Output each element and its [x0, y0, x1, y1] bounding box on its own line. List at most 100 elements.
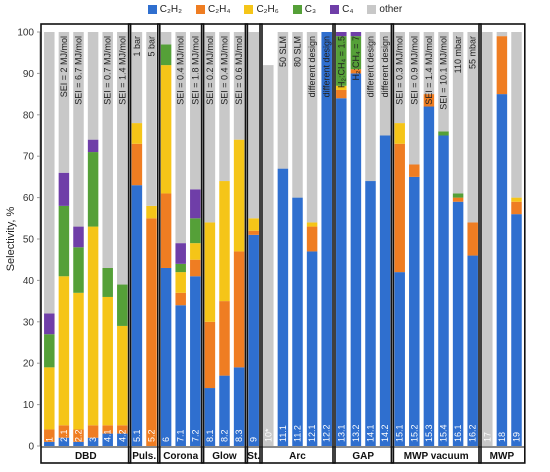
- bar-segment: [175, 263, 186, 273]
- legend-item: C₂H₆: [244, 4, 279, 15]
- bar-segment: [292, 32, 303, 198]
- bar-annotation: SEI = 0.9 MJ/mol: [409, 36, 419, 105]
- bar-segment: [511, 201, 522, 215]
- bar-annotation: SEI = 1.8 MJ/mol: [190, 36, 200, 105]
- bar-annotation: 110 mbar: [453, 36, 463, 73]
- bar-segment: [160, 44, 172, 66]
- bar-segment: [87, 32, 99, 140]
- bar-segment: [58, 32, 70, 173]
- bar-label: 15.2: [409, 424, 419, 442]
- bar-segment: [394, 143, 405, 273]
- bar-annotation: SEI = 0.6 MJ/mol: [234, 36, 244, 105]
- bar-segment: [175, 243, 186, 264]
- group-label: Arc: [289, 451, 306, 462]
- bar-segment: [248, 230, 259, 235]
- chart-legend: C₂H₂ C₂H₄ C₂H₆ C₃ C₄ other: [0, 4, 550, 15]
- bar-segment: [131, 123, 143, 144]
- y-tick-label: 100: [17, 28, 34, 39]
- group-box: [478, 23, 526, 464]
- bar-segment: [160, 65, 172, 194]
- bar-segment: [190, 276, 201, 446]
- bar-segment: [44, 313, 55, 335]
- bar-label: 15.4: [439, 424, 449, 442]
- bar-annotation: different design: [307, 36, 317, 97]
- bar-segment: [233, 139, 245, 252]
- bar-segment: [190, 259, 201, 277]
- bar-segment: [423, 106, 435, 447]
- legend-swatch: [244, 5, 254, 14]
- bar-label: 8.3: [234, 429, 244, 442]
- bar-segment: [511, 214, 522, 446]
- bar-label: 8.2: [220, 429, 230, 442]
- bar-segment: [350, 32, 362, 37]
- bar-segment: [87, 139, 99, 153]
- bar-segment: [496, 32, 508, 37]
- group-label: Puls.: [132, 451, 156, 462]
- bar-segment: [73, 292, 84, 430]
- bar-label: 16.2: [468, 424, 478, 442]
- bar-label: 14.1: [366, 424, 376, 442]
- bar-segment: [350, 73, 362, 447]
- bar-segment: [131, 32, 143, 124]
- bar-label: 12.1: [307, 424, 317, 442]
- bar-segment: [102, 267, 113, 297]
- bar-annotation: SEI = 0.4 MJ/mol: [220, 36, 230, 105]
- bar-segment: [44, 367, 55, 430]
- bar-annotation: SEI = 1.4 MJ/mol: [424, 36, 434, 105]
- bar-segment: [438, 135, 449, 446]
- bar-label: 19: [512, 432, 522, 442]
- bar-segment: [467, 255, 478, 446]
- bar-segment: [219, 375, 230, 446]
- bar-segment: [146, 218, 157, 446]
- bar-segment: [73, 247, 84, 293]
- bar-annotation: SEI = 0.7 MJ/mol: [103, 36, 113, 105]
- y-tick-label: 50: [23, 235, 35, 246]
- bar-segment: [44, 441, 55, 446]
- bar-label: 8.1: [205, 429, 215, 442]
- bar-segment: [102, 433, 113, 446]
- bar-segment: [87, 226, 99, 426]
- legend-item: other: [367, 4, 402, 15]
- bar-annotation: different design: [366, 36, 376, 97]
- bar-segment: [496, 36, 508, 95]
- group-box: [244, 23, 263, 464]
- bar-segment: [175, 292, 186, 306]
- y-tick-label: 20: [23, 359, 35, 370]
- y-tick-label: 80: [23, 110, 35, 121]
- bar-segment: [190, 189, 201, 219]
- bar-segment: [336, 98, 347, 447]
- bar-label: 6: [161, 437, 171, 442]
- legend-swatch: [292, 5, 302, 14]
- bar-annotation: different design: [322, 36, 332, 97]
- group-label: DBD: [75, 451, 97, 462]
- bar-segment: [233, 32, 245, 140]
- bar-annotation: SEI = 6.7 MJ/mol: [74, 36, 84, 105]
- bar-annotation: SEI = 1.4 MJ/mol: [117, 36, 127, 105]
- bar-label: 2.1: [59, 429, 69, 442]
- bar-segment: [190, 218, 201, 244]
- legend-swatch: [367, 5, 377, 14]
- bar-segment: [452, 193, 464, 198]
- group-box: [200, 23, 249, 464]
- bar-segment: [336, 89, 347, 99]
- legend-label: C₄: [342, 4, 354, 15]
- group-label: St.: [247, 451, 260, 462]
- bar-segment: [321, 32, 332, 446]
- bar-segment: [233, 251, 245, 368]
- bar-annotation: SEI = 0.4 MJ/mol: [176, 36, 186, 105]
- bar-segment: [204, 32, 216, 223]
- group-box: [390, 23, 482, 464]
- legend-swatch: [196, 5, 206, 14]
- y-axis-label: Selectivity, %: [5, 206, 17, 271]
- bar-segment: [190, 243, 201, 260]
- bar-label: 13.2: [351, 424, 361, 442]
- bar-segment: [365, 32, 376, 182]
- bar-segment: [58, 205, 70, 277]
- bar-segment: [44, 32, 55, 314]
- bar-segment: [233, 367, 245, 446]
- bar-segment: [204, 388, 216, 446]
- bar-segment: [438, 32, 449, 132]
- bar-segment: [131, 185, 143, 446]
- bar-segment: [263, 65, 274, 447]
- group-label: MWP vacuum: [404, 451, 469, 462]
